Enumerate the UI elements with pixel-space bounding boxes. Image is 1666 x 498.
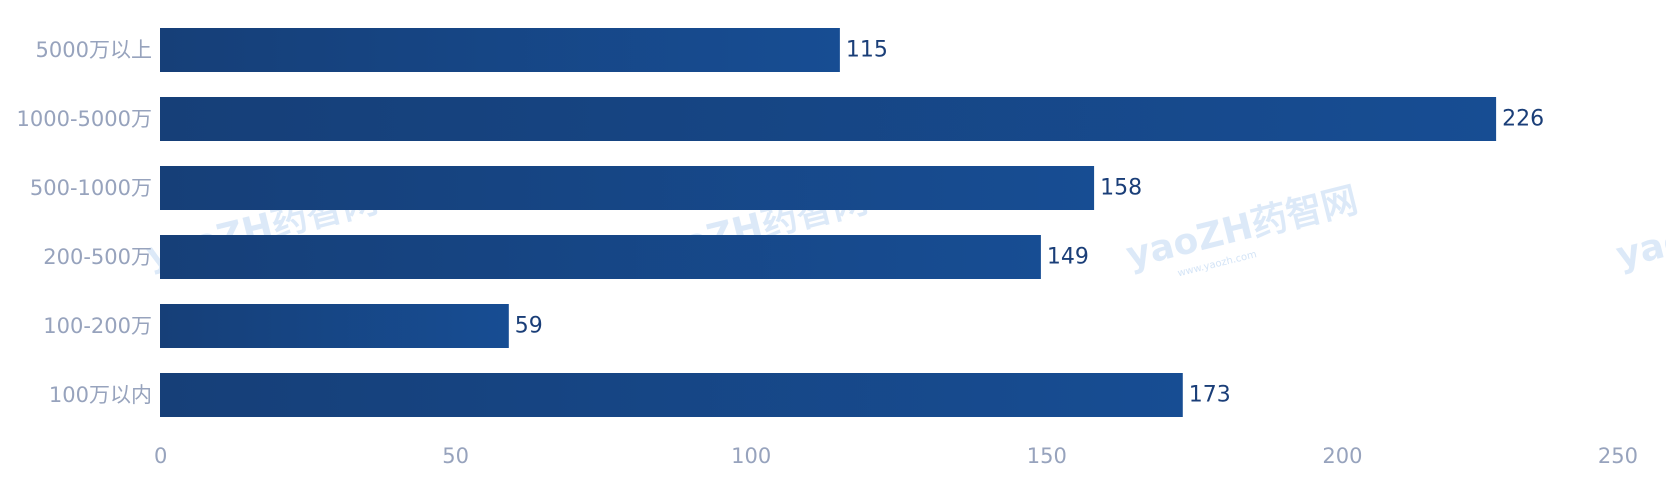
- bar: [160, 373, 1183, 417]
- value-label: 158: [1100, 176, 1142, 201]
- value-label: 59: [515, 314, 543, 339]
- bar: [160, 28, 840, 72]
- value-label: 149: [1047, 245, 1089, 270]
- category-label: 500-1000万: [30, 176, 152, 200]
- x-tick-label: 150: [1027, 444, 1067, 468]
- x-tick-label: 200: [1322, 444, 1362, 468]
- x-tick-label: 50: [442, 444, 469, 468]
- bar: [160, 97, 1497, 141]
- bar: [160, 304, 509, 348]
- bars-group: [160, 28, 1497, 417]
- category-label: 100万以内: [49, 383, 152, 407]
- bar: [160, 166, 1095, 210]
- value-label: 115: [846, 38, 888, 63]
- value-label: 226: [1502, 107, 1544, 132]
- x-axis-tick-labels: 0 50 100 150 200 250: [154, 444, 1638, 468]
- watermark-logo: yaoZH药智网: [1612, 180, 1666, 277]
- value-label: 173: [1189, 383, 1231, 408]
- category-label: 5000万以上: [36, 38, 152, 62]
- category-label: 1000-5000万: [17, 107, 152, 131]
- x-tick-label: 100: [731, 444, 771, 468]
- category-labels: 5000万以上 1000-5000万 500-1000万 200-500万 100-20…: [17, 38, 152, 407]
- x-tick-label: 250: [1598, 444, 1638, 468]
- category-label: 200-500万: [43, 245, 152, 269]
- value-labels: 115 226 158 149 59 173: [515, 38, 1544, 408]
- category-label: 100-200万: [43, 314, 152, 338]
- x-tick-label: 0: [154, 444, 167, 468]
- bar: [160, 235, 1041, 279]
